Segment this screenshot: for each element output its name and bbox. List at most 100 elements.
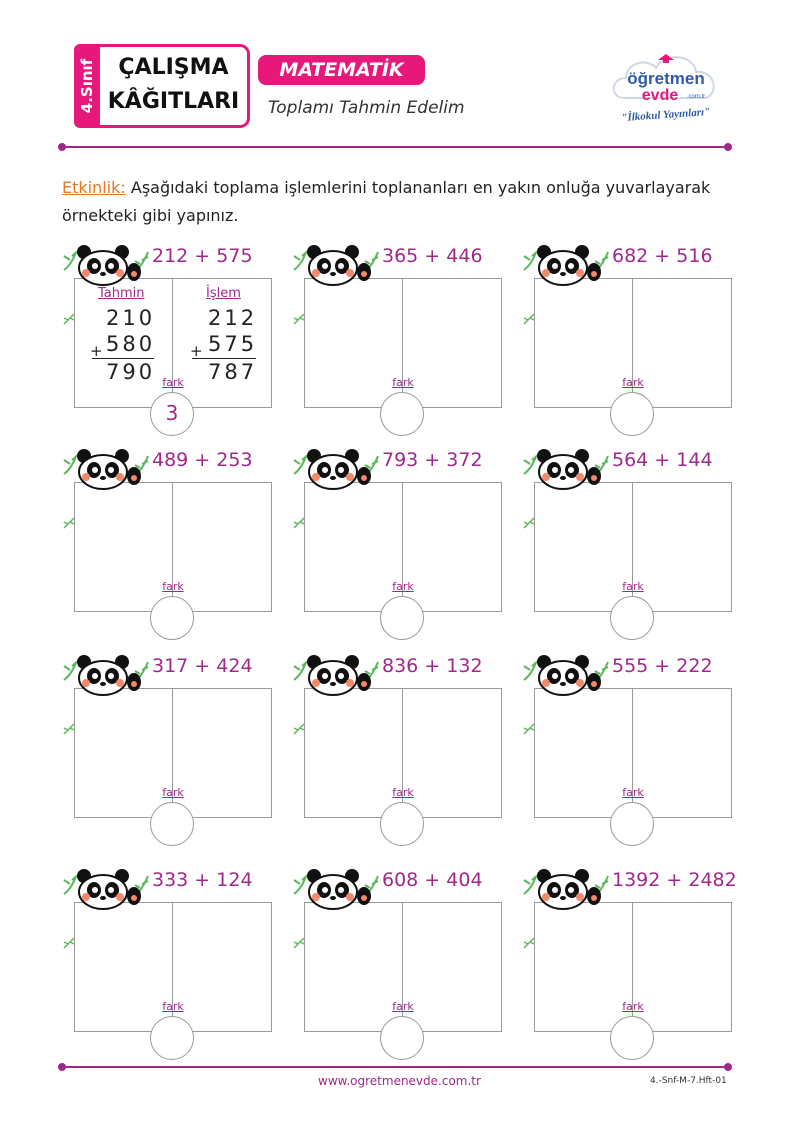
footer-divider bbox=[58, 1063, 732, 1071]
exact-addend-2: 575 bbox=[208, 332, 258, 356]
panda-icon bbox=[63, 245, 149, 286]
column-divider bbox=[172, 902, 173, 1032]
problem-card: 333 + 124 fark bbox=[62, 866, 272, 1060]
problem-expression: 555 + 222 bbox=[612, 655, 713, 677]
title-box: ÇALIŞMA KÂĞITLARI bbox=[100, 44, 250, 128]
difference-circle[interactable]: 3 bbox=[150, 392, 194, 436]
difference-circle[interactable] bbox=[150, 1016, 194, 1060]
leaf-icon bbox=[523, 937, 535, 949]
leaf-icon bbox=[63, 517, 75, 529]
leaf-icon bbox=[63, 313, 75, 325]
leaf-icon bbox=[63, 937, 75, 949]
difference-circle[interactable] bbox=[380, 596, 424, 640]
operation-heading: İşlem bbox=[206, 286, 241, 301]
problem-expression: 608 + 404 bbox=[382, 869, 483, 891]
logo-tagline: "İlkokul Yayınları" bbox=[621, 106, 711, 124]
panda-icon bbox=[63, 449, 149, 490]
difference-label: fark bbox=[392, 580, 414, 593]
panda-icon bbox=[523, 245, 609, 286]
problem-expression: 333 + 124 bbox=[152, 869, 253, 891]
leaf-icon bbox=[293, 723, 305, 735]
panda-icon bbox=[293, 449, 379, 490]
problem-card: 555 + 222 fark bbox=[522, 652, 732, 846]
column-divider bbox=[632, 482, 633, 612]
difference-circle[interactable] bbox=[380, 392, 424, 436]
difference-circle[interactable] bbox=[610, 802, 654, 846]
logo-brand-bottom: evde bbox=[642, 87, 679, 104]
difference-circle[interactable] bbox=[380, 1016, 424, 1060]
panda-icon bbox=[293, 655, 379, 696]
problem-expression: 1392 + 2482 bbox=[612, 869, 737, 891]
column-divider bbox=[402, 482, 403, 612]
logo-domain: .com.tr bbox=[687, 94, 705, 100]
difference-circle[interactable] bbox=[610, 596, 654, 640]
exact-addend-1: 212 bbox=[208, 306, 258, 330]
instruction-text: Aşağıdaki toplama işlemlerini toplananla… bbox=[62, 178, 711, 225]
leaf-icon bbox=[293, 937, 305, 949]
worksheet-subtitle: Toplamı Tahmin Edelim bbox=[268, 98, 465, 118]
difference-label: fark bbox=[162, 786, 184, 799]
publisher-logo: öğretmen evde .com.tr "İlkokul Yayınları… bbox=[606, 48, 726, 130]
problem-expression: 365 + 446 bbox=[382, 245, 483, 267]
difference-circle[interactable] bbox=[380, 802, 424, 846]
column-divider bbox=[172, 278, 173, 408]
panda-icon bbox=[523, 869, 609, 910]
difference-label: fark bbox=[162, 376, 184, 389]
panda-icon bbox=[63, 655, 149, 696]
problem-expression: 317 + 424 bbox=[152, 655, 253, 677]
problem-card: 1392 + 2482 fark bbox=[522, 866, 737, 1060]
difference-circle[interactable] bbox=[610, 392, 654, 436]
column-divider bbox=[172, 688, 173, 818]
title-line-1: ÇALIŞMA bbox=[118, 55, 229, 80]
estimate-heading: Tahmin bbox=[98, 286, 145, 301]
estimate-sum: 790 bbox=[106, 360, 156, 384]
panda-icon bbox=[523, 449, 609, 490]
difference-label: fark bbox=[622, 376, 644, 389]
exact-plus: + bbox=[190, 342, 203, 360]
problem-expression: 836 + 132 bbox=[382, 655, 483, 677]
leaf-icon bbox=[63, 723, 75, 735]
leaf-icon bbox=[523, 517, 535, 529]
cloud-logo-icon: öğretmen evde .com.tr "İlkokul Yayınları… bbox=[612, 54, 715, 124]
difference-label: fark bbox=[162, 580, 184, 593]
column-divider bbox=[632, 688, 633, 818]
panda-icon bbox=[63, 869, 149, 910]
problem-card: 489 + 253 fark bbox=[62, 446, 272, 640]
problem-expression: 212 + 575 bbox=[152, 245, 253, 267]
difference-circle[interactable] bbox=[610, 1016, 654, 1060]
problem-expression: 564 + 144 bbox=[612, 449, 713, 471]
problem-card: 682 + 516 fark bbox=[522, 242, 732, 436]
exact-sum: 787 bbox=[208, 360, 258, 384]
difference-label: fark bbox=[622, 786, 644, 799]
subject-badge: MATEMATİK bbox=[258, 55, 425, 85]
problem-card: 212 + 575 fark 3 Tahmin İşlem 210 +580 790 21… bbox=[62, 242, 272, 436]
leaf-icon bbox=[293, 517, 305, 529]
problem-card: 317 + 424 fark bbox=[62, 652, 272, 846]
column-divider bbox=[402, 902, 403, 1032]
problem-card: 365 + 446 fark bbox=[292, 242, 502, 436]
grade-tab: 4.Sınıf bbox=[74, 44, 100, 128]
problem-card: 793 + 372 fark bbox=[292, 446, 502, 640]
leaf-icon bbox=[523, 723, 535, 735]
difference-circle[interactable] bbox=[150, 596, 194, 640]
problem-card: 836 + 132 fark bbox=[292, 652, 502, 846]
column-divider bbox=[402, 688, 403, 818]
problem-expression: 793 + 372 bbox=[382, 449, 483, 471]
difference-label: fark bbox=[162, 1000, 184, 1013]
column-divider bbox=[632, 278, 633, 408]
header-divider bbox=[58, 143, 732, 151]
instruction: Etkinlik: Aşağıdaki toplama işlemlerini … bbox=[62, 174, 722, 230]
difference-label: fark bbox=[392, 376, 414, 389]
column-divider bbox=[402, 278, 403, 408]
logo-brand-top: öğretmen bbox=[627, 69, 704, 88]
panda-icon bbox=[293, 869, 379, 910]
footer-code: 4.-Snf-M-7.Hft-01 bbox=[650, 1076, 727, 1086]
column-divider bbox=[632, 902, 633, 1032]
leaf-icon bbox=[293, 313, 305, 325]
difference-label: fark bbox=[392, 786, 414, 799]
difference-circle[interactable] bbox=[150, 802, 194, 846]
problem-expression: 489 + 253 bbox=[152, 449, 253, 471]
exact-sum-line bbox=[192, 358, 256, 359]
difference-label: fark bbox=[622, 1000, 644, 1013]
column-divider bbox=[172, 482, 173, 612]
